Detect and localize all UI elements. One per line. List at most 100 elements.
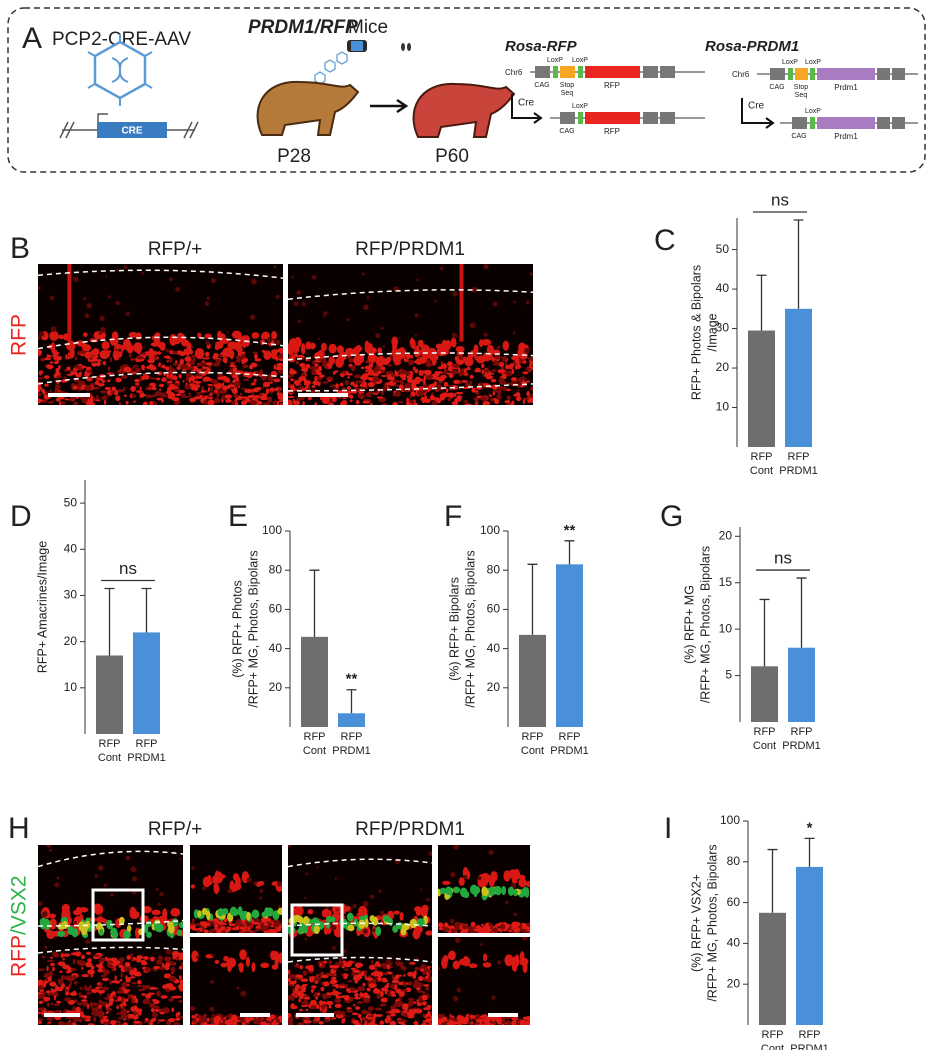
- cell: [519, 377, 527, 380]
- cell: [526, 1016, 531, 1021]
- cell: [342, 371, 346, 374]
- cell: [291, 996, 295, 1002]
- loxp-label: LoxP: [547, 57, 563, 64]
- cell: [442, 1017, 447, 1021]
- cell: [459, 372, 464, 377]
- cell: [86, 952, 91, 955]
- cell: [240, 393, 242, 396]
- cell: [260, 397, 268, 400]
- cell: [464, 357, 474, 367]
- cell: [526, 391, 530, 397]
- cag-box: [770, 68, 785, 80]
- cell: [180, 359, 184, 365]
- cell: [227, 889, 232, 894]
- bar: [556, 564, 583, 727]
- cell: [361, 272, 364, 275]
- x-tick-label: RFP: [99, 738, 121, 750]
- cell: [44, 384, 49, 387]
- cell: [278, 370, 283, 374]
- cell: [290, 384, 294, 389]
- cell: [304, 999, 308, 1003]
- cell: [369, 981, 374, 984]
- cell: [92, 1007, 95, 1012]
- cell: [441, 361, 444, 364]
- cell: [471, 387, 475, 392]
- cell: [505, 362, 507, 365]
- cell: [425, 986, 429, 991]
- cell: [365, 975, 367, 979]
- cell: [353, 904, 357, 908]
- cell: [267, 398, 272, 402]
- cell: [151, 351, 158, 355]
- cell: [59, 1022, 66, 1025]
- cell: [335, 878, 337, 880]
- cell: [165, 988, 170, 992]
- stain-label: RFP: [8, 314, 31, 356]
- cell: [44, 946, 47, 949]
- cell: [310, 1005, 316, 1009]
- cell: [300, 965, 303, 969]
- cell: [65, 989, 69, 992]
- cell: [511, 401, 514, 405]
- cell: [392, 974, 394, 979]
- cell: [140, 387, 142, 391]
- cell: [485, 1014, 487, 1019]
- cell: [212, 1014, 216, 1018]
- cell: [96, 395, 99, 400]
- cell: [408, 359, 414, 365]
- y-tick-label: 10: [64, 680, 78, 694]
- y-axis-label: /RFP+ MG, Photos, Bipolars: [705, 844, 719, 1001]
- cell: [298, 999, 301, 1003]
- cell: [175, 287, 180, 292]
- cell: [39, 371, 41, 375]
- cell: [93, 989, 101, 991]
- vsx2-cell: [508, 887, 514, 896]
- cell: [50, 963, 55, 966]
- cell: [309, 977, 314, 983]
- loxp-box: [810, 68, 815, 80]
- cell: [517, 348, 522, 357]
- cell: [493, 927, 498, 933]
- cell: [172, 363, 178, 366]
- cell: [131, 982, 136, 985]
- vsx2-cell: [460, 887, 467, 897]
- cell: [294, 995, 298, 997]
- cell: [481, 1024, 485, 1026]
- cell: [231, 340, 233, 342]
- cell: [156, 991, 160, 997]
- cell: [438, 922, 443, 928]
- cell: [501, 1020, 506, 1024]
- cell: [44, 981, 49, 983]
- cell: [483, 953, 487, 961]
- cell: [314, 363, 318, 366]
- exon-box: [892, 117, 905, 129]
- cell: [136, 390, 143, 393]
- cell: [352, 1020, 359, 1024]
- cell: [49, 981, 56, 986]
- cell: [294, 380, 300, 385]
- cell: [244, 931, 252, 934]
- cell: [157, 398, 164, 401]
- cell: [422, 1014, 425, 1017]
- cell: [197, 394, 200, 397]
- cell: [240, 926, 247, 930]
- cell: [492, 998, 494, 1000]
- cell: [332, 946, 336, 950]
- cell: [376, 357, 385, 367]
- cell: [207, 296, 210, 299]
- cell: [471, 1021, 474, 1025]
- cell: [107, 379, 110, 382]
- cell: [316, 866, 318, 868]
- cell: [168, 1018, 175, 1022]
- cell: [160, 960, 162, 965]
- cell: [237, 987, 240, 990]
- cell: [63, 376, 66, 379]
- cell: [416, 278, 419, 281]
- y-tick-label: 10: [716, 400, 730, 414]
- panel-letter: B: [10, 232, 30, 265]
- image-background: [288, 264, 533, 405]
- cell: [345, 380, 349, 385]
- cell: [399, 337, 401, 339]
- cell: [273, 379, 280, 383]
- panel-letter: D: [10, 500, 32, 533]
